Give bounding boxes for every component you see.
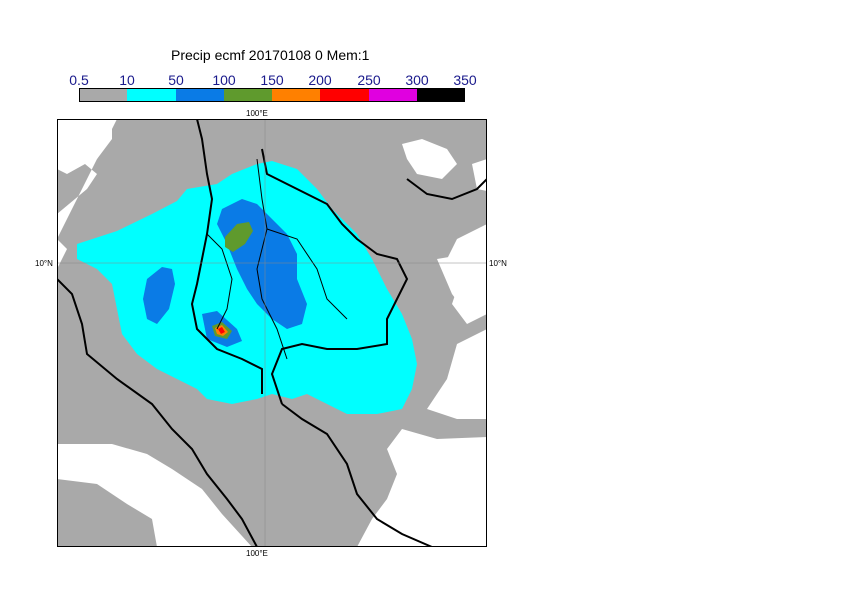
border-line — [256, 158, 288, 360]
coastline-east — [261, 148, 409, 405]
legend-frame — [79, 88, 465, 102]
dry-area — [427, 329, 487, 419]
legend-tick-label: 100 — [212, 72, 236, 88]
precip-red-area — [218, 327, 225, 334]
legend-tick-label: 10 — [119, 72, 135, 88]
lat-label-left: 10°N — [35, 259, 53, 268]
precip-map — [57, 119, 487, 547]
precip-green-area — [225, 222, 253, 252]
map-frame — [57, 119, 487, 547]
legend-tick-label: 150 — [260, 72, 284, 88]
map-title: Precip ecmf 20170108 0 Mem:1 — [171, 47, 370, 63]
dry-area — [57, 119, 112, 169]
legend-tick-label: 50 — [168, 72, 184, 88]
legend-tick-label: 0.5 — [69, 72, 89, 88]
lon-label-bottom: 100°E — [246, 549, 268, 558]
legend-tick-label: 200 — [308, 72, 332, 88]
lon-label-top: 100°E — [246, 109, 268, 118]
dry-area — [437, 249, 487, 314]
precip-gray-area — [57, 479, 157, 547]
coastline-gulf — [190, 119, 263, 394]
coastlines — [57, 119, 487, 547]
border-line — [206, 233, 233, 330]
color-legend: 0.5 10 50 100 150 200 250 300 350 — [0, 0, 842, 120]
legend-tick-label: 350 — [453, 72, 477, 88]
legend-tick-label: 250 — [357, 72, 381, 88]
lat-label-right: 10°N — [489, 259, 507, 268]
precip-blue-area — [143, 267, 175, 324]
borders — [206, 158, 348, 360]
coastline-ne — [406, 178, 487, 201]
border-line — [266, 228, 348, 320]
coastline-west — [57, 278, 258, 547]
dry-area — [402, 139, 457, 179]
legend-tick-label: 300 — [405, 72, 429, 88]
coastline-south — [281, 403, 433, 547]
